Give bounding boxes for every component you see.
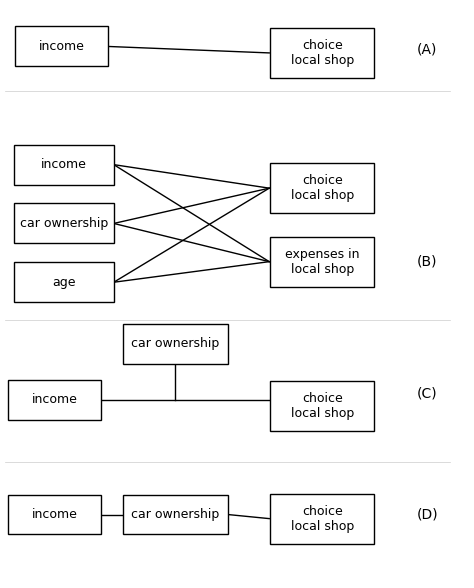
Text: income: income bbox=[32, 508, 77, 521]
Text: choice
local shop: choice local shop bbox=[291, 505, 354, 533]
FancyBboxPatch shape bbox=[270, 28, 374, 78]
FancyBboxPatch shape bbox=[270, 163, 374, 213]
FancyBboxPatch shape bbox=[8, 495, 100, 534]
Text: car ownership: car ownership bbox=[131, 508, 219, 521]
Text: income: income bbox=[41, 158, 87, 171]
Text: age: age bbox=[52, 276, 76, 289]
FancyBboxPatch shape bbox=[123, 495, 228, 534]
FancyBboxPatch shape bbox=[14, 262, 114, 302]
Text: (A): (A) bbox=[417, 43, 438, 57]
Text: choice
local shop: choice local shop bbox=[291, 39, 354, 67]
Text: (D): (D) bbox=[417, 507, 439, 522]
FancyBboxPatch shape bbox=[270, 381, 374, 430]
FancyBboxPatch shape bbox=[270, 236, 374, 286]
Text: expenses in
local shop: expenses in local shop bbox=[285, 248, 360, 276]
Text: income: income bbox=[32, 393, 77, 406]
FancyBboxPatch shape bbox=[15, 26, 108, 66]
Text: (B): (B) bbox=[417, 255, 438, 269]
Text: car ownership: car ownership bbox=[131, 338, 219, 350]
FancyBboxPatch shape bbox=[14, 203, 114, 243]
FancyBboxPatch shape bbox=[14, 145, 114, 185]
Text: (C): (C) bbox=[417, 387, 438, 401]
FancyBboxPatch shape bbox=[8, 380, 100, 420]
Text: income: income bbox=[39, 40, 84, 53]
FancyBboxPatch shape bbox=[270, 494, 374, 543]
Text: car ownership: car ownership bbox=[20, 217, 108, 230]
Text: choice
local shop: choice local shop bbox=[291, 174, 354, 202]
FancyBboxPatch shape bbox=[123, 324, 228, 364]
Text: choice
local shop: choice local shop bbox=[291, 392, 354, 420]
